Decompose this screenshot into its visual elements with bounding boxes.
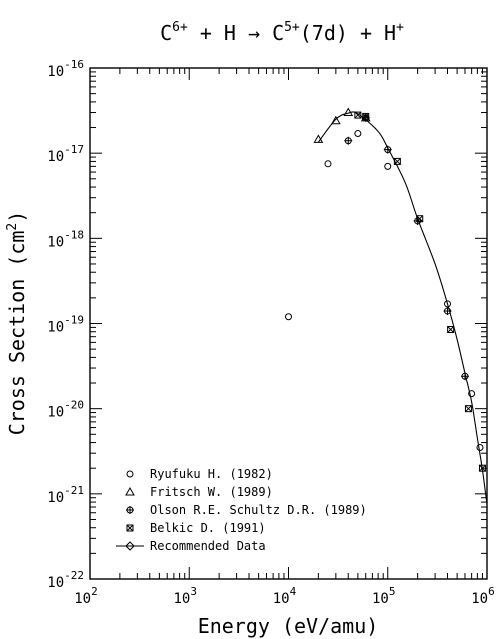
x-square-box [464,405,472,413]
x-square-box [393,157,401,165]
circle-marker [444,300,452,308]
legend-label: Olson R.E. Schultz D.R. (1989) [150,503,367,517]
data-point [354,130,362,138]
legend-marker [125,486,135,496]
data-point [362,112,370,120]
x-square-d2 [416,215,424,223]
data-point [447,326,455,334]
triangle-marker [330,115,341,125]
x-square-box [126,524,134,532]
y-tick-label: 10-17 [47,143,84,165]
y-tick-label: 10-18 [47,228,84,250]
circle-marker [468,390,476,398]
x-square-box [362,112,370,120]
data-point [384,162,392,170]
circle-marker [384,162,392,170]
x-square-d2 [479,464,486,472]
legend-marker [126,470,134,478]
y-tick-label: 10-19 [47,314,84,336]
data-point [324,160,332,168]
data-point [344,136,353,145]
chart-title: C6+ + H → C5+(7d) + H+ [160,20,404,45]
circle-marker [126,470,134,478]
data-point [460,372,469,381]
data-point [285,313,292,321]
x-tick-label: 102 [74,585,97,607]
data-markers [285,107,486,472]
data-point [444,300,452,308]
x-square-box [478,464,486,472]
x-axis-label: Energy (eV/amu) [198,614,379,638]
x-square-box [416,215,424,223]
data-point [443,307,452,316]
x-square-d2 [465,405,472,413]
legend-label: Belkic D. (1991) [150,521,266,535]
diamond-marker [125,541,135,551]
data-point [478,464,486,472]
axis-ticks [89,68,487,580]
data-point [416,215,424,223]
x-tick-label: 105 [372,585,395,607]
triangle-marker [313,134,324,143]
legend-marker [126,506,134,514]
recommended-data-curve [317,111,488,505]
legend-label: Fritsch W. (1989) [150,485,273,499]
y-tick-label: 10-16 [47,58,84,80]
data-point [343,107,354,117]
data-point [330,115,341,125]
data-point [393,157,401,165]
circle-marker [354,130,362,138]
x-tick-label: 103 [174,585,197,607]
x-square-box [447,326,455,334]
data-point [313,134,324,143]
legend: Ryufuku H. (1982) Fritsch W. (1989) Olson … [116,467,367,553]
data-point [468,390,476,398]
circle-marker [476,443,484,451]
legend-marker [125,541,135,551]
y-tick-label: 10-21 [47,484,84,506]
data-point [476,443,484,451]
x-square-d2 [354,111,362,119]
x-square-d2 [394,158,401,165]
y-tick-label: 10-20 [47,399,84,421]
x-square-box [354,111,362,119]
x-tick-label: 104 [273,585,297,607]
data-point [464,405,472,413]
x-tick-label: 106 [471,585,494,607]
legend-label: Recommended Data [150,539,266,553]
legend-label: Ryufuku H. (1982) [150,467,273,481]
x-square-d2 [447,326,454,333]
y-tick-label: 10-22 [47,569,84,591]
triangle-marker [125,486,135,496]
y-axis-label: Cross Section (cm2) [5,211,29,436]
legend-marker [126,524,134,532]
circle-marker [285,313,292,321]
data-point [383,145,392,154]
circle-marker [324,160,332,168]
axis-tick-labels: 102 103 104 105 106 10-16 10-17 10-18 10-19 10-20… [47,58,494,607]
x-square-d2 [126,524,134,532]
triangle-marker [343,107,354,117]
x-square-d2 [362,113,370,120]
data-point [354,111,362,119]
